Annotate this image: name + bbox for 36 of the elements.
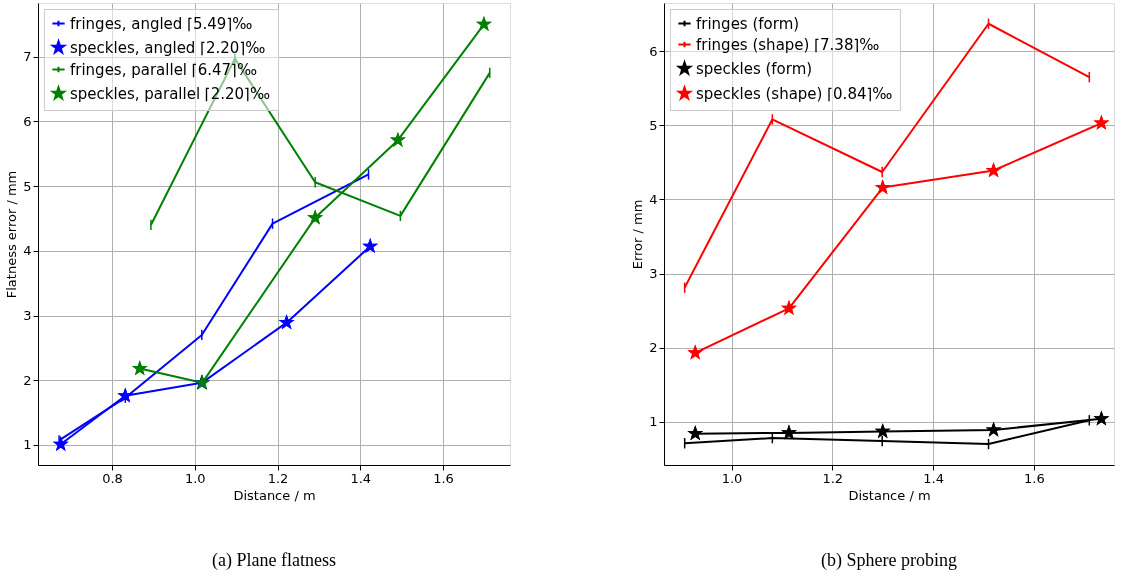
y-axis-title: Flatness error / mm [4, 170, 20, 299]
y-tick-label: 3 [23, 308, 32, 324]
y-tick-label: 6 [23, 113, 32, 129]
y-tick-label: 5 [23, 178, 32, 194]
y-tick-label: 3 [649, 266, 658, 282]
legend-label: fringes, parallel ⌈6.47⌉‰ [70, 60, 258, 79]
y-tick-label: 1 [23, 437, 32, 453]
x-tick-label: 1.4 [350, 470, 372, 486]
y-tick-label: 2 [649, 340, 658, 356]
y-axis-title: Error / mm [630, 199, 646, 270]
y-tick-label: 2 [23, 372, 32, 388]
legend-label: fringes, angled ⌈5.49⌉‰ [70, 14, 253, 33]
y-tick-label: 5 [649, 117, 658, 133]
x-tick-label: 1.0 [721, 470, 743, 486]
x-tick-label: 1.2 [822, 470, 844, 486]
y-tick-label: 6 [649, 43, 658, 59]
x-tick-label: 0.8 [102, 470, 123, 486]
text: (a) Plane flatness [212, 550, 336, 571]
x-axis-title: Distance / m [848, 487, 931, 503]
y-tick-label: 1 [649, 414, 658, 430]
y-tick-label: 4 [649, 191, 658, 207]
x-axis-title: Distance / m [233, 487, 316, 503]
y-tick-label: 7 [23, 49, 32, 65]
x-tick-label: 1.6 [433, 470, 454, 486]
legend-label: fringes (shape) ⌈7.38⌉‰ [696, 35, 880, 54]
y-tick-label: 4 [23, 243, 32, 259]
text: (b) Sphere probing [821, 550, 957, 571]
x-tick-label: 1.4 [923, 470, 944, 486]
legend-label: fringes (form) [696, 14, 800, 33]
x-tick-label: 1.2 [267, 470, 289, 486]
legend-label: speckles, parallel ⌈2.20⌉‰ [70, 84, 271, 103]
legend-label: speckles (form) [696, 59, 813, 78]
x-tick-label: 1.6 [1024, 470, 1045, 486]
legend-label: speckles (shape) ⌈0.84⌉‰ [696, 84, 893, 103]
legend-label: speckles, angled ⌈2.20⌉‰ [70, 38, 266, 57]
x-tick-label: 1.0 [184, 470, 206, 486]
